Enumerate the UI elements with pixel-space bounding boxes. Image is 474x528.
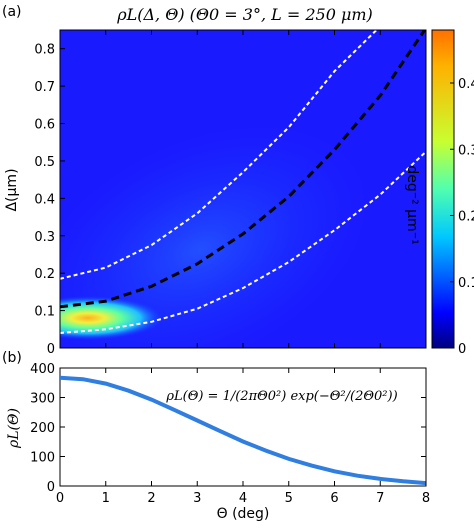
line-ylabel: ρL(Θ) xyxy=(6,408,22,449)
line-xlabel: Θ (deg) xyxy=(217,506,270,522)
heatmap-ytick-label-1: 0.1 xyxy=(34,305,55,320)
line-xtick-label-7: 7 xyxy=(376,491,384,506)
heatmap-curve-2 xyxy=(60,150,426,334)
heatmap-curves xyxy=(60,30,426,334)
line-axes: 0 1 2 3 4 5 6 7 8 0 100 200 300 400 xyxy=(30,362,430,506)
heatmap-ytick-label-2: 0.2 xyxy=(34,267,55,282)
line-ytick-label-1: 100 xyxy=(30,451,55,466)
panel-b-label: (b) xyxy=(2,350,22,366)
line-ytick-label-2: 200 xyxy=(30,421,55,436)
colorbar-tick-label-3: 0.3 xyxy=(458,143,474,158)
heatmap-curve-0 xyxy=(60,30,426,309)
heatmap-ytick-label-4: 0.4 xyxy=(34,192,55,207)
line-ytick-label-3: 300 xyxy=(30,392,55,407)
colorbar-tick-label-0: 0 xyxy=(458,342,466,357)
colorbar-label: deg⁻² μm⁻¹ xyxy=(404,165,420,244)
line-ytick-label-0: 0 xyxy=(47,480,55,495)
heatmap-ytick-label-8: 0.8 xyxy=(34,43,55,58)
line-xtick-label-1: 1 xyxy=(102,491,110,506)
line-xtick-label-0: 0 xyxy=(56,491,64,506)
heatmap-ytick-label-7: 0.7 xyxy=(34,80,55,95)
line-xtick-label-8: 8 xyxy=(422,491,430,506)
heatmap-ytick-label-5: 0.5 xyxy=(34,155,55,170)
heatmap-axes: 0 0.1 0.2 0.3 0.4 0.5 0.6 0.7 0.8 xyxy=(34,30,427,357)
heatmap-panel xyxy=(60,30,426,348)
line-xtick-label-4: 4 xyxy=(239,491,247,506)
line-ytick-label-4: 400 xyxy=(30,362,55,377)
heatmap-ytick-label-3: 0.3 xyxy=(34,230,55,245)
colorbar xyxy=(431,29,455,349)
colorbar-ticks: 0 0.1 0.2 0.3 0.4 xyxy=(450,77,474,357)
colorbar-tick-label-2: 0.2 xyxy=(458,210,474,225)
line-xtick-label-2: 2 xyxy=(147,491,155,506)
rho-series-line xyxy=(60,375,426,486)
heatmap-hotspot xyxy=(60,296,163,340)
formula: ρL(Θ) = 1/(2πΘ0²) exp(−Θ²/(2Θ0²)) xyxy=(165,389,397,404)
heatmap-title: ρL(Δ, Θ) (Θ0 = 3°, L = 250 μm) xyxy=(116,5,373,24)
colorbar-tick-label-4: 0.4 xyxy=(458,77,474,92)
line-xtick-label-5: 5 xyxy=(285,491,293,506)
heatmap-ylabel: Δ(μm) xyxy=(4,168,20,211)
heatmap-curve-1 xyxy=(60,30,378,280)
line-xtick-label-6: 6 xyxy=(330,491,338,506)
colorbar-tick-label-1: 0.1 xyxy=(458,276,474,291)
line-xtick-label-3: 3 xyxy=(193,491,201,506)
panel-a-label: (a) xyxy=(2,4,22,20)
heatmap-ytick-label-0: 0 xyxy=(47,342,55,357)
heatmap-ytick-label-6: 0.6 xyxy=(34,118,55,133)
